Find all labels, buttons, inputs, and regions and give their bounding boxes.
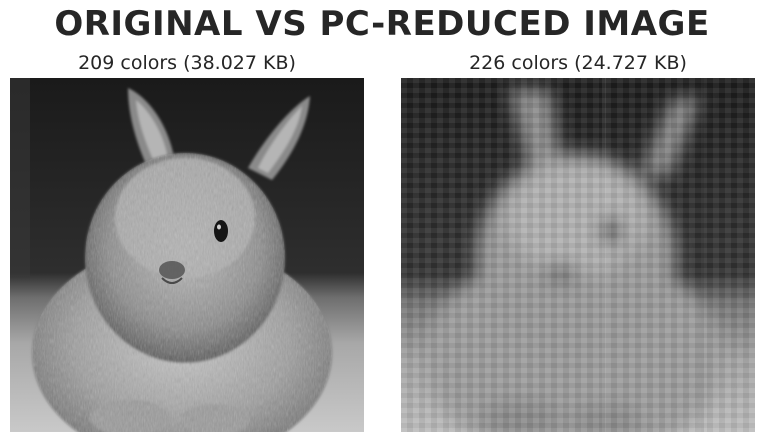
original-image-caption: 209 colors (38.027 KB) <box>78 52 296 74</box>
original-image <box>10 78 364 432</box>
reduced-image-caption: 226 colors (24.727 KB) <box>469 52 687 74</box>
reduced-image <box>401 78 755 432</box>
reduced-rabbit-picture <box>401 78 755 432</box>
original-rabbit-picture <box>10 78 364 432</box>
figure-title: ORIGINAL VS PC-REDUCED IMAGE <box>54 4 710 44</box>
